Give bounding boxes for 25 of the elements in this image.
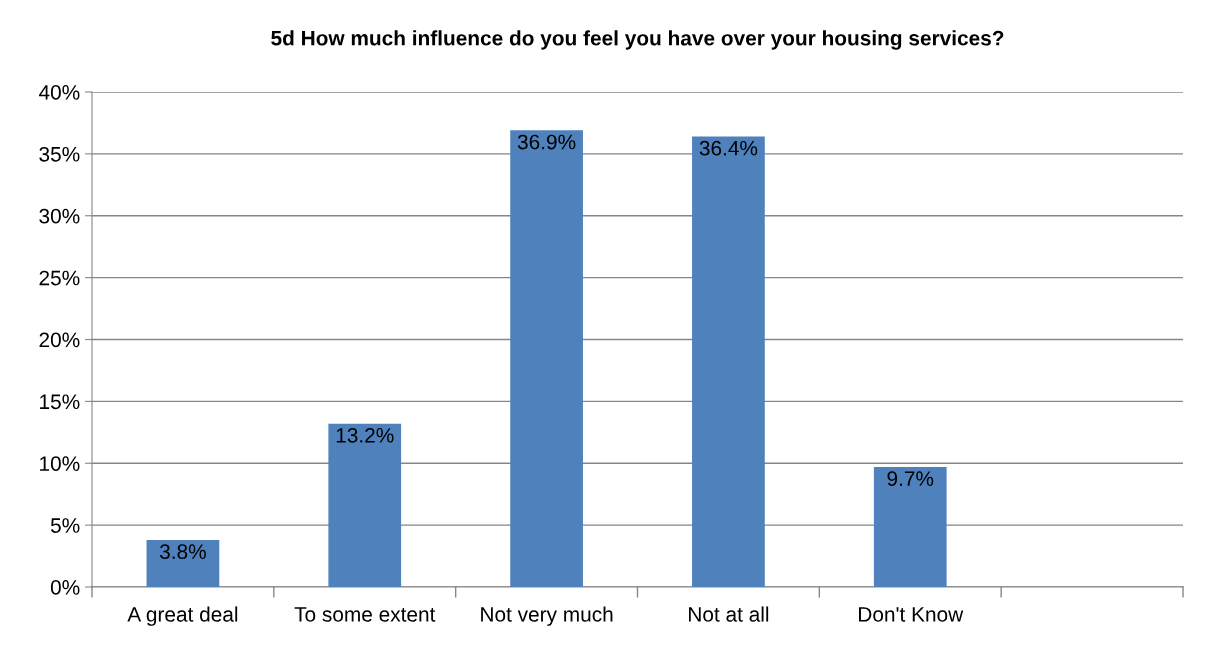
y-tick-label: 5% — [50, 518, 80, 533]
y-tick-label: 15% — [40, 394, 80, 410]
x-tick-label: To some extent — [294, 607, 436, 622]
data-label: 13.2% — [336, 427, 394, 443]
data-label: 36.9% — [517, 134, 576, 150]
x-tick-label: A great deal — [127, 606, 238, 626]
chart-title: 5d How much influence do you feel you have over your housing services? — [271, 30, 1004, 50]
x-tick-label: Don't Know — [859, 607, 964, 622]
y-tick-label: 10% — [40, 456, 80, 471]
y-tick-label: 35% — [39, 146, 80, 162]
y-tick-label: 20% — [39, 332, 80, 348]
y-tick-label: 40% — [38, 85, 80, 100]
bar — [692, 136, 765, 587]
x-tick-label: Not at all — [689, 606, 769, 622]
y-tick-label: 30% — [39, 208, 80, 224]
bar — [146, 539, 220, 587]
y-tick-label: 0% — [50, 580, 80, 595]
data-label: 9.7% — [887, 471, 934, 486]
data-label: 3.8% — [159, 544, 206, 559]
bar — [873, 466, 947, 587]
bar — [510, 130, 583, 587]
data-label: 36.4% — [699, 140, 758, 156]
x-tick-label: Not very much — [481, 606, 613, 626]
y-tick-label: 25% — [39, 270, 80, 286]
bar — [328, 423, 402, 587]
